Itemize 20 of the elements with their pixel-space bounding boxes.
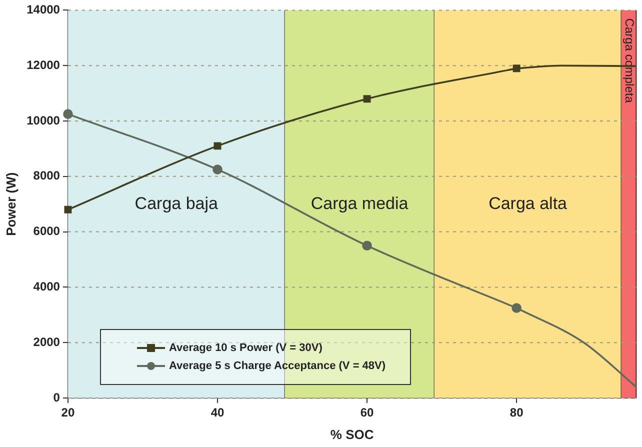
x-tick-label: 40 [210,406,224,420]
y-tick-label: 8000 [33,168,60,183]
band-label: Carga completa [622,18,636,104]
band-label: Carga media [310,194,409,213]
x-tick-label: 80 [510,406,524,420]
y-tick-label: 6000 [33,224,60,238]
y-tick-label: 0 [53,390,60,404]
x-axis-title: % SOC [330,426,374,442]
x-tick-label: 60 [360,406,374,420]
y-axis-title: Power (W) [3,172,18,236]
y-tick-label: 12000 [26,58,60,72]
legend-label: Average 5 s Charge Acceptance (V = 48V) [169,360,386,372]
y-tick-label: 4000 [33,280,60,294]
x-tick-label: 20 [61,406,75,420]
y-tick-label: 2000 [33,334,60,349]
legend-label: Average 10 s Power (V = 30V) [169,342,322,354]
y-tick-label: 14000 [26,2,60,17]
band-label: Carga alta [488,194,568,213]
band-label: Carga baja [134,194,219,213]
y-tick-label: 10000 [26,113,60,128]
